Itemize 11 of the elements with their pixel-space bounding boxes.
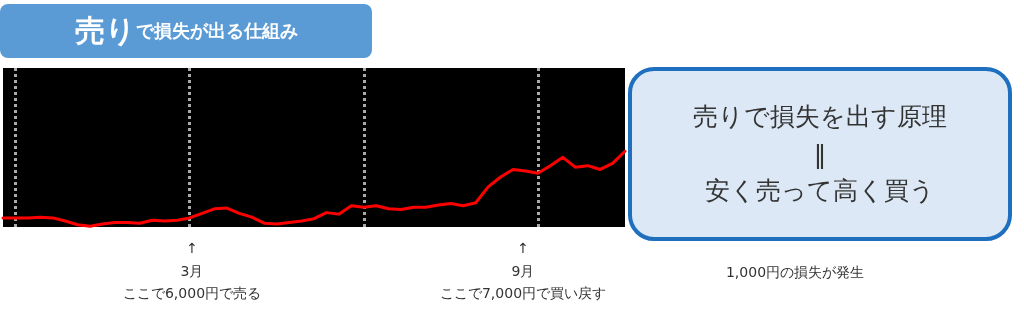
text: 9月: [511, 263, 535, 280]
chart-title: 売りで損失が出る仕組み: [74, 12, 298, 48]
text: ここで6,000円で売る: [122, 285, 262, 302]
text: ‖: [813, 139, 827, 169]
text: 売りで損失を出す原理: [693, 101, 947, 131]
text: ↑: [517, 240, 529, 257]
text: ↑: [186, 240, 198, 257]
text: 3月: [180, 263, 204, 280]
text: ここで7,000円で買い戻す: [439, 285, 607, 302]
text: 1,000円の損失が発生: [725, 264, 865, 281]
text: 安く売って高く買う: [705, 175, 935, 205]
